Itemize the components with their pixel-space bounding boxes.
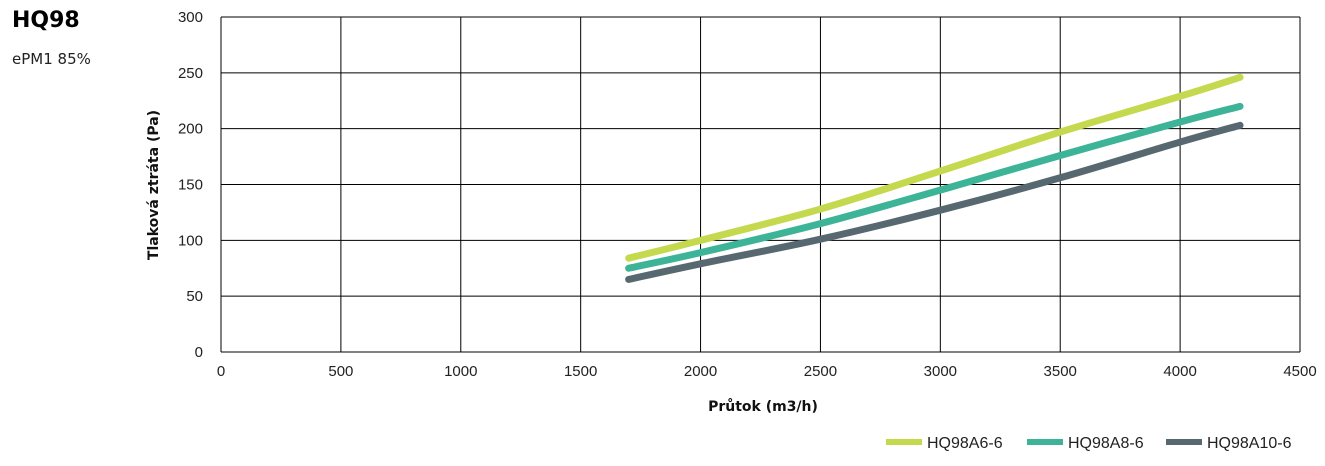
series-line-hq98a8-6 (625, 102, 1244, 272)
chart-title: HQ98 (12, 8, 80, 33)
series-line-hq98a10-6 (625, 121, 1244, 283)
y-tick-label: 100 (178, 232, 203, 249)
y-tick-label: 0 (195, 344, 203, 361)
chart-subtitle: ePM1 85% (12, 50, 91, 68)
x-tick-label: 1000 (444, 363, 477, 380)
y-tick-label: 50 (186, 288, 203, 305)
y-tick-label: 250 (178, 65, 203, 82)
x-tick-label: 4500 (1283, 363, 1316, 380)
x-tick-label: 3000 (924, 363, 957, 380)
legend-entry: HQ98A6-6 (927, 435, 1003, 452)
x-tick-label: 3500 (1044, 363, 1077, 380)
legend: HQ98A6-6 HQ98A8-6 HQ98A10-6 (886, 435, 1292, 452)
series-line-hq98a6-6 (625, 73, 1244, 262)
x-axis-label: Průtok (m3/h) (708, 398, 818, 415)
x-tick-label: 500 (328, 363, 353, 380)
x-tick-label: 2000 (684, 363, 717, 380)
grid-lines (220, 16, 1301, 353)
series-lines (625, 73, 1244, 283)
y-tick-label: 200 (178, 121, 203, 138)
x-tick-label: 2500 (804, 363, 837, 380)
legend-entry: HQ98A8-6 (1068, 435, 1144, 452)
x-tick-label: 4000 (1163, 363, 1196, 380)
x-tick-label: 0 (217, 363, 225, 380)
x-tick-label: 1500 (564, 363, 597, 380)
y-tick-label: 150 (178, 177, 203, 194)
y-tick-label: 300 (178, 9, 203, 26)
x-tick-labels: 0 500 1000 1500 2000 2500 3000 3500 4000 4500 (217, 363, 1317, 380)
y-tick-labels: 0 50 100 150 200 250 300 (178, 9, 203, 361)
legend-entry: HQ98A10-6 (1207, 435, 1292, 452)
y-axis-label: Tlaková ztráta (Pa) (146, 110, 162, 260)
